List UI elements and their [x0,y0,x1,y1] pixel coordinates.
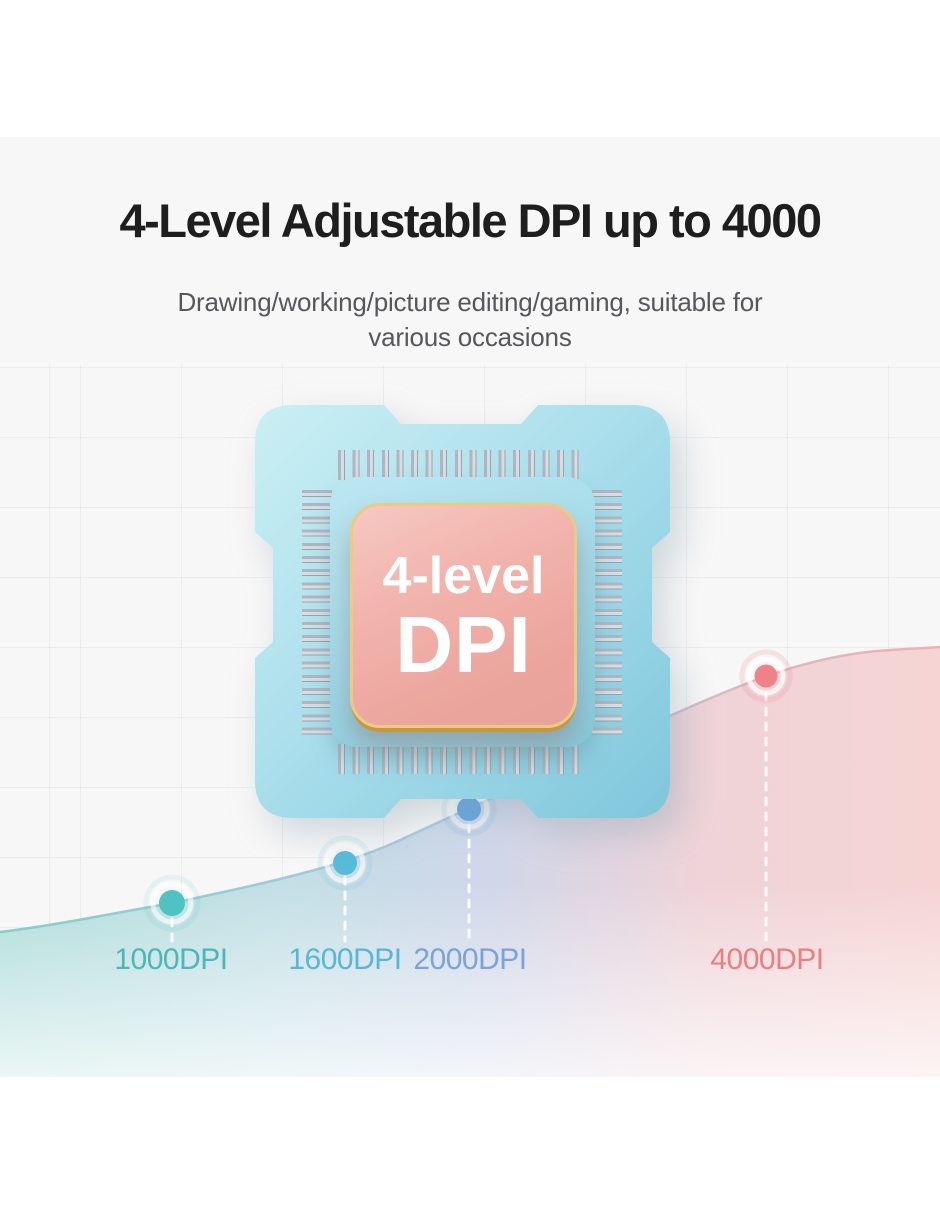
label-1000dpi: 1000DPI [114,943,228,976]
chip-pins-left [302,490,332,740]
dpi-chip-illustration: 4-level DPI [0,137,940,1077]
chip-label-4-level: 4-level [382,546,545,605]
chip-pins-bottom [338,744,586,774]
page-subtitle: Drawing/working/picture editing/gaming, … [0,285,940,355]
subtitle-line-2: various occasions [368,322,572,352]
page-title: 4-Level Adjustable DPI up to 4000 [119,194,822,247]
subtitle-line-1: Drawing/working/picture editing/gaming, … [177,287,763,317]
chip-pins-top [338,450,586,480]
dot-1600dpi [333,851,357,875]
dpi-curve-line [0,645,940,934]
dot-4000dpi [754,664,778,688]
product-infographic: 4-Level Adjustable DPI up to 4000 Drawin… [0,137,940,1077]
label-4000dpi: 4000DPI [710,943,824,976]
chip-pins-right [592,490,622,740]
dpi-curve-chart [0,645,940,1077]
label-1600dpi: 1600DPI [288,943,402,976]
chip-label-dpi: DPI [395,599,532,689]
label-2000dpi: 2000DPI [413,943,527,976]
dot-2000dpi [457,797,481,821]
chip-core-badge: 4-level DPI [350,503,577,728]
dot-1000dpi [159,890,185,916]
